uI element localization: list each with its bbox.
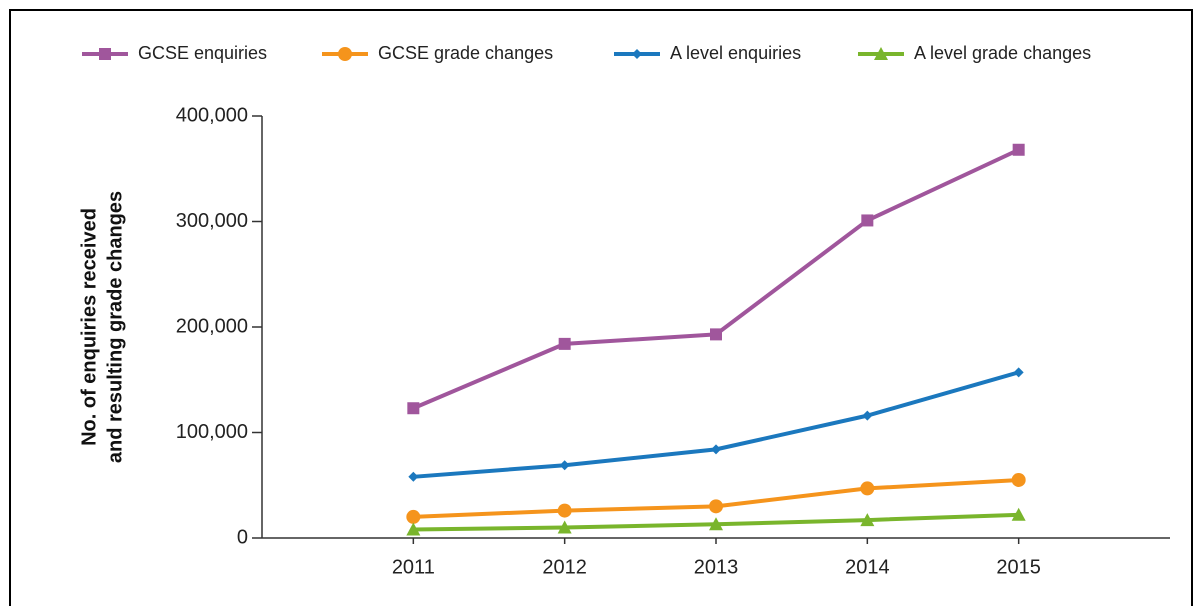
marker — [406, 509, 421, 524]
marker — [1011, 472, 1026, 487]
marker — [558, 337, 571, 350]
y-label-line: No. of enquiries received — [78, 208, 100, 446]
series-line — [412, 147, 1020, 411]
marker — [862, 410, 873, 421]
marker — [406, 522, 421, 536]
marker — [710, 328, 722, 341]
x-tick-label: 2011 — [392, 556, 435, 578]
marker — [711, 444, 721, 455]
marker — [860, 513, 875, 527]
series-line — [413, 370, 1020, 479]
marker — [99, 48, 111, 60]
x-tick-label: 2014 — [845, 556, 890, 578]
marker — [1011, 507, 1026, 521]
x-tick-label: 2013 — [694, 556, 739, 578]
legend-label: GCSE grade changes — [378, 43, 553, 63]
y-tick-label: 400,000 — [176, 104, 248, 126]
marker — [709, 499, 723, 514]
y-tick-label: 300,000 — [176, 210, 248, 232]
marker — [632, 49, 642, 59]
frame — [9, 9, 1193, 606]
legend-label: A level grade changes — [914, 43, 1091, 63]
legend-label: GCSE enquiries — [138, 43, 267, 63]
marker — [709, 517, 723, 531]
x-tick-label: 2012 — [542, 556, 587, 578]
legend-label: A level enquiries — [670, 43, 801, 63]
marker — [408, 471, 419, 482]
marker — [861, 214, 874, 227]
marker — [338, 47, 352, 61]
y-tick-label: 200,000 — [176, 315, 248, 337]
x-tick-label: 2015 — [996, 556, 1041, 578]
marker — [559, 460, 570, 471]
marker — [557, 503, 572, 518]
marker — [1013, 367, 1024, 378]
marker — [407, 402, 420, 415]
y-tick-label: 0 — [237, 526, 248, 548]
marker — [874, 47, 888, 60]
y-label-line: and resulting grade changes — [104, 191, 126, 463]
marker — [557, 520, 572, 534]
marker — [860, 481, 875, 496]
y-tick-label: 100,000 — [176, 421, 248, 443]
marker — [1012, 143, 1025, 156]
y-axis-title: No. of enquiries received and resulting … — [78, 191, 126, 463]
